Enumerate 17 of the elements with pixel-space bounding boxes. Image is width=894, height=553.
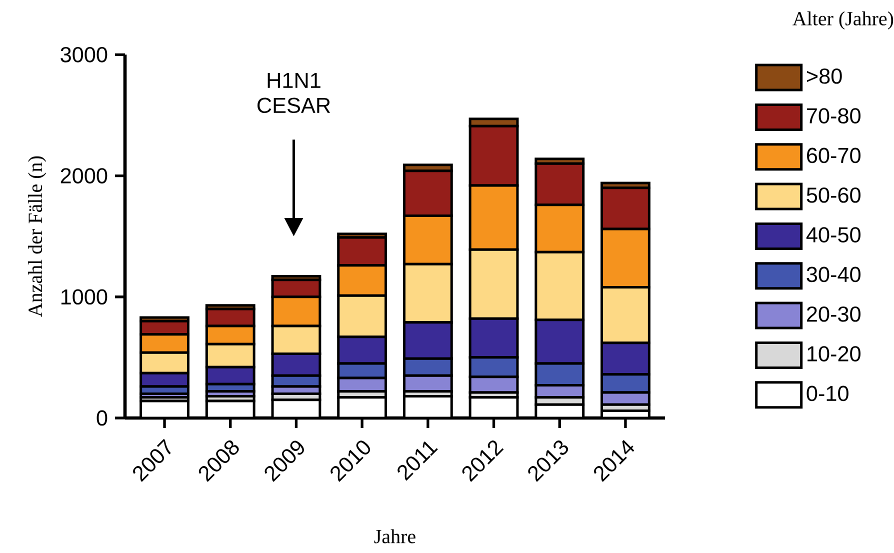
legend-label: >80 <box>806 68 842 84</box>
legend-label: 20-30 <box>807 306 860 322</box>
legend-label: 30-40 <box>806 266 860 282</box>
y-tick-label: 1000 <box>61 289 108 305</box>
annotation: H1N1 CESAR <box>258 72 330 114</box>
legend-label: 70-80 <box>807 108 860 124</box>
y-tick-label: 2000 <box>60 168 108 184</box>
legend-label: 60-70 <box>807 148 860 164</box>
legend-title: Alter (Jahre) <box>792 11 894 30</box>
y-tick-label: 3000 <box>60 46 108 62</box>
legend-label: 40-50 <box>806 227 860 242</box>
legend-label: 0-10 <box>806 386 848 402</box>
legend-label: 50-60 <box>806 187 860 203</box>
legend-label: 10-20 <box>808 346 860 362</box>
y-axis-title: Anzahl der Fälle (n) <box>28 156 46 317</box>
x-axis-title: Jahre <box>374 529 416 544</box>
y-tick-label: 0 <box>96 410 108 426</box>
